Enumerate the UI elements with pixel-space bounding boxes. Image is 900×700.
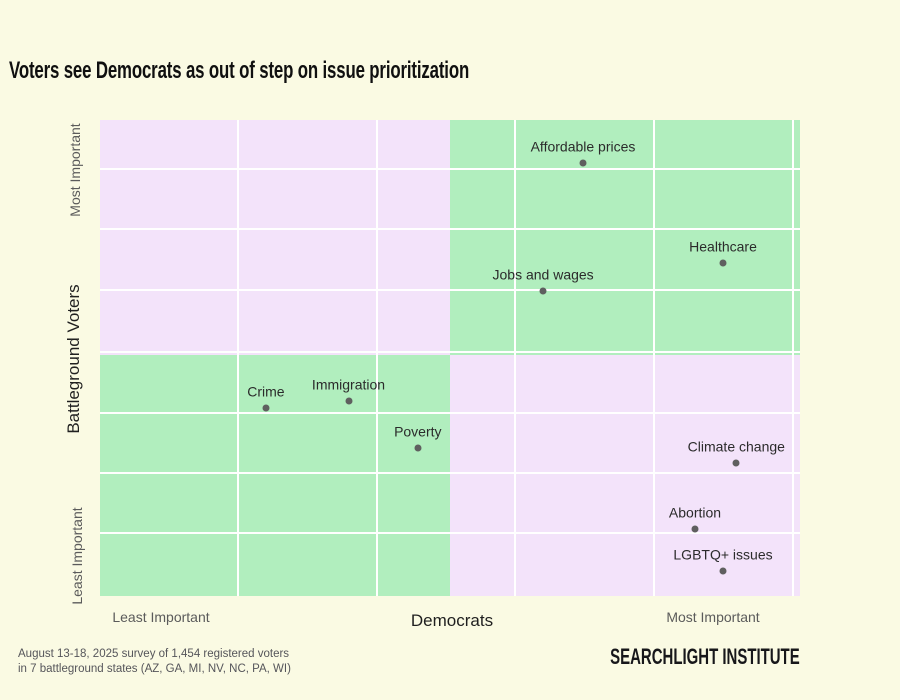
data-point-dot (719, 259, 727, 267)
footnote-line-1: August 13-18, 2025 survey of 1,454 regis… (18, 648, 290, 660)
x-tick-least-important: Least Important (112, 609, 210, 625)
y-tick-least-important: Least Important (69, 507, 85, 605)
gridline-horizontal (100, 532, 800, 535)
gridline-horizontal (100, 472, 800, 475)
data-point-label: Crime (247, 383, 285, 400)
chart-title: Voters see Democrats as out of step on i… (9, 57, 470, 84)
gridline-vertical (792, 120, 794, 596)
quadrant-top-left (100, 120, 450, 355)
gridline-vertical (376, 120, 379, 596)
y-axis-title: Battleground Voters (64, 284, 83, 434)
gridline-horizontal (100, 412, 800, 415)
gridline-vertical (514, 120, 517, 596)
plot-area: Affordable prices Healthcare Jobs and wage… (100, 120, 800, 596)
data-point-label: Healthcare (689, 238, 757, 255)
quadrant-bottom-right (450, 354, 800, 596)
data-point-dot (414, 444, 422, 452)
data-point-label: LGBTQ+ issues (673, 546, 773, 563)
data-point-dot (345, 397, 352, 405)
source-footnote: August 13-18, 2025 survey of 1,454 regis… (18, 647, 291, 677)
y-tick-most-important: Most Important (67, 123, 83, 217)
gridline-horizontal (100, 350, 800, 353)
data-point-label: Affordable prices (530, 138, 636, 155)
x-axis-title: Democrats (410, 611, 494, 630)
quadrant-top-right (450, 120, 800, 355)
gridline-vertical (236, 120, 239, 596)
footnote-line-2: in 7 battleground states (AZ, GA, MI, NV… (18, 663, 291, 675)
quadrant-bottom-left (100, 354, 450, 596)
data-point-dot (691, 525, 699, 533)
gridline-horizontal (100, 228, 800, 230)
data-point-dot (262, 404, 270, 412)
data-point-label: Immigration (311, 376, 386, 393)
data-point-label: Jobs and wages (492, 266, 594, 283)
x-tick-most-important: Most Important (666, 609, 760, 625)
data-point-label: Climate change (687, 438, 785, 455)
searchlight-institute-logo: SEARCHLIGHT INSTITUTE (610, 644, 800, 669)
data-point-dot (539, 287, 547, 295)
data-point-dot (579, 159, 587, 167)
data-point-label: Abortion (668, 504, 722, 521)
gridline-vertical (652, 120, 655, 596)
gridline-horizontal (100, 288, 800, 291)
data-point-label: Poverty (394, 424, 442, 441)
data-point-dot (719, 567, 727, 575)
data-point-dot (732, 459, 740, 467)
gridline-horizontal (100, 168, 800, 171)
